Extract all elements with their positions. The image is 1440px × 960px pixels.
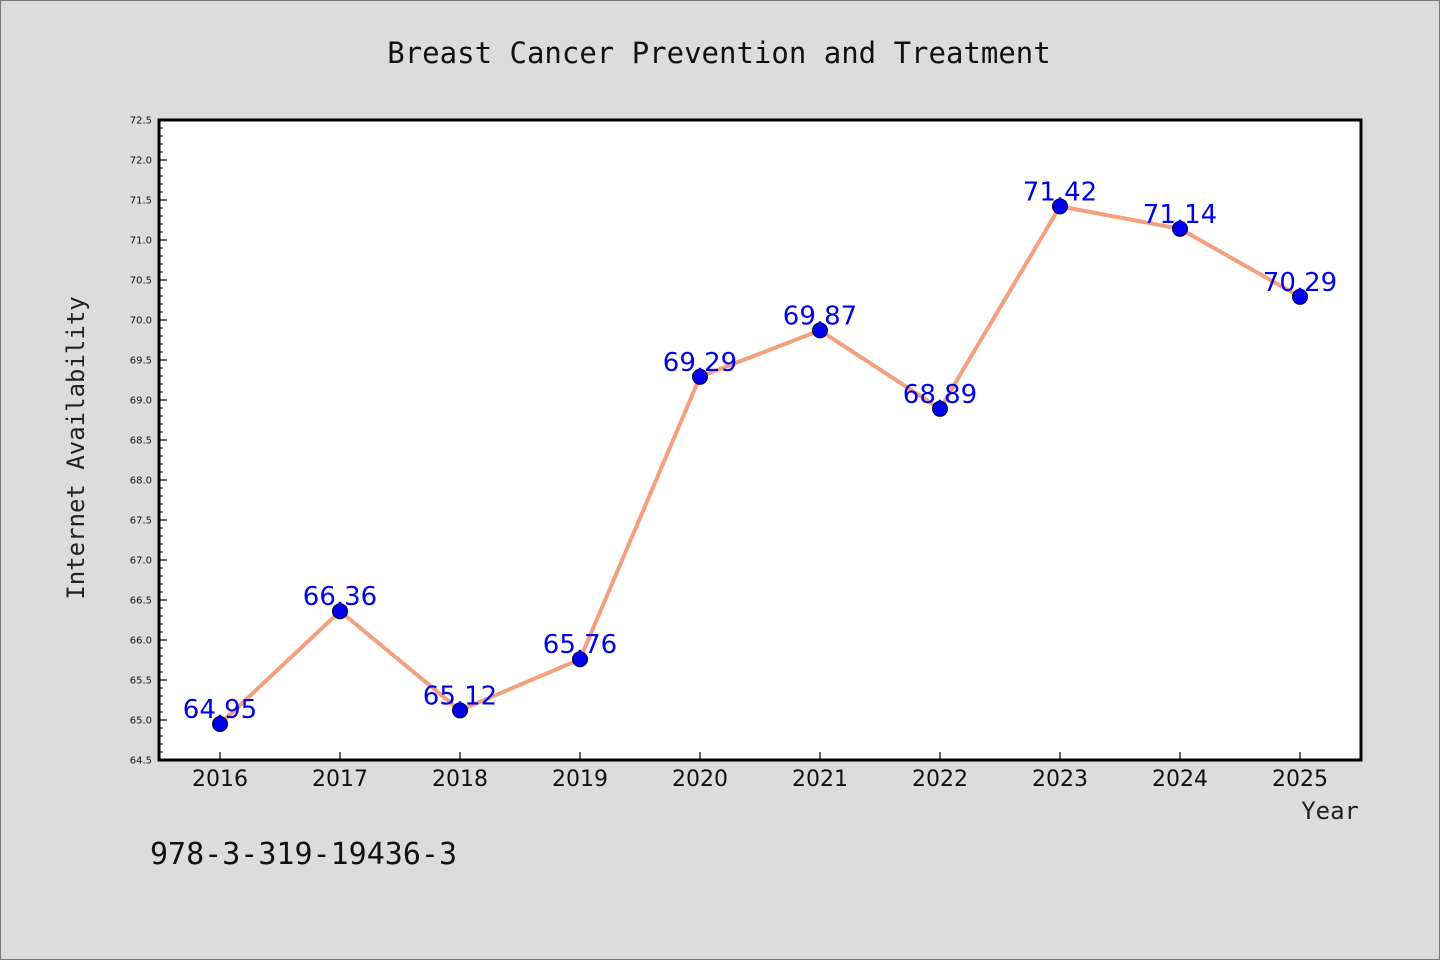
data-label: 65.76 bbox=[543, 630, 617, 660]
series-line bbox=[218, 204, 1302, 726]
y-tick-label: 70.5 bbox=[130, 276, 152, 287]
data-label: 71.42 bbox=[1023, 177, 1097, 207]
data-label: 69.29 bbox=[663, 348, 737, 378]
data-label: 66.36 bbox=[303, 582, 377, 612]
data-point bbox=[812, 322, 828, 339]
x-tick-label: 2019 bbox=[552, 767, 608, 792]
y-axis-label: Internet Availability bbox=[62, 296, 90, 599]
x-tick-label: 2022 bbox=[912, 767, 968, 792]
data-point bbox=[572, 651, 588, 668]
y-tick-label: 68.0 bbox=[130, 476, 152, 487]
data-label: 64.95 bbox=[183, 695, 257, 725]
data-point bbox=[692, 368, 708, 385]
data-label: 68.89 bbox=[903, 380, 977, 410]
y-tick-label: 72.0 bbox=[130, 156, 152, 167]
x-tick-label: 2025 bbox=[1272, 767, 1328, 792]
y-axis: 64.5 65.0 65.5 66.0 66.5 67.0 67.5 68.0 68.5 69.0… bbox=[130, 116, 167, 767]
y-tick-label: 67.0 bbox=[130, 556, 152, 567]
y-tick-label: 69.5 bbox=[130, 356, 152, 367]
y-tick-label: 72.5 bbox=[130, 116, 152, 127]
y-tick-label: 66.0 bbox=[130, 636, 152, 647]
data-label: 69.87 bbox=[783, 301, 857, 331]
y-tick-label: 70.0 bbox=[130, 316, 152, 327]
data-point bbox=[332, 603, 348, 620]
y-tick-label: 67.5 bbox=[130, 516, 152, 527]
data-label: 65.12 bbox=[423, 681, 497, 711]
data-point bbox=[1052, 198, 1068, 215]
y-tick-label: 66.5 bbox=[130, 596, 152, 607]
x-axis: 2016 2017 2018 2019 2020 2021 2022 2023 2024 2025 bbox=[192, 752, 1328, 792]
data-labels: 64.95 66.36 65.12 65.76 69.29 69.87 68.89 71.42… bbox=[183, 177, 1337, 725]
y-tick-label: 64.5 bbox=[130, 756, 152, 767]
y-tick-label: 65.0 bbox=[130, 716, 152, 727]
x-tick-label: 2024 bbox=[1152, 767, 1208, 792]
y-tick-label: 65.5 bbox=[130, 676, 152, 687]
data-label: 70.29 bbox=[1263, 268, 1337, 298]
series-line-group bbox=[212, 198, 1308, 732]
y-tick-label: 71.5 bbox=[130, 196, 152, 207]
data-point bbox=[452, 702, 468, 719]
chart-title: Breast Cancer Prevention and Treatment bbox=[387, 36, 1050, 70]
x-tick-label: 2021 bbox=[792, 767, 848, 792]
y-tick-label: 71.0 bbox=[130, 236, 152, 247]
isbn-text: 978-3-319-19436-3 bbox=[150, 837, 457, 872]
y-tick-label: 69.0 bbox=[130, 396, 152, 407]
x-tick-label: 2020 bbox=[672, 767, 728, 792]
x-tick-label: 2023 bbox=[1032, 767, 1088, 792]
x-tick-label: 2016 bbox=[192, 767, 248, 792]
data-point bbox=[932, 400, 948, 417]
x-tick-label: 2018 bbox=[432, 767, 488, 792]
data-point bbox=[1172, 220, 1188, 237]
data-point bbox=[212, 716, 228, 732]
data-point bbox=[1292, 288, 1308, 305]
data-label: 71.14 bbox=[1143, 200, 1217, 230]
y-tick-label: 68.5 bbox=[130, 436, 152, 447]
x-tick-label: 2017 bbox=[312, 767, 368, 792]
x-axis-label: Year bbox=[1301, 797, 1359, 825]
